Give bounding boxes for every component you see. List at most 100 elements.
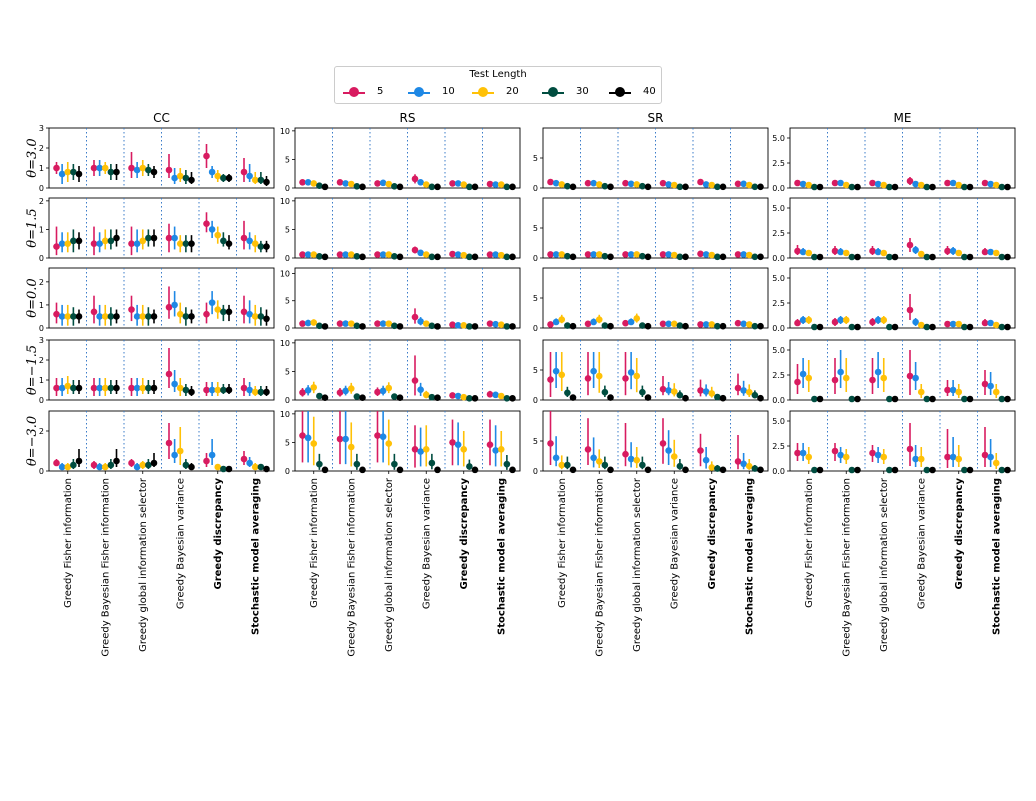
data-point: [449, 321, 456, 329]
data-point: [58, 463, 66, 471]
data-point: [590, 179, 597, 187]
data-point: [225, 174, 233, 182]
data-point: [64, 463, 72, 471]
data-point: [949, 179, 957, 187]
data-point: [917, 181, 925, 189]
data-point: [246, 237, 253, 245]
data-point: [569, 253, 577, 261]
data-point: [906, 445, 914, 453]
data-point: [848, 183, 856, 191]
data-point: [220, 465, 227, 473]
strategy-label: Greedy discrepancy: [954, 478, 965, 590]
data-point: [590, 318, 597, 326]
data-point: [719, 394, 727, 402]
data-point: [966, 466, 974, 474]
data-point: [854, 466, 861, 474]
data-point: [336, 178, 344, 186]
data-point: [854, 323, 861, 331]
strategy-label: Greedy discrepancy: [459, 478, 470, 590]
data-point: [757, 183, 764, 191]
data-point: [411, 445, 419, 453]
y-tick-label: 5: [533, 294, 538, 303]
data-point: [486, 441, 494, 449]
data-point: [644, 253, 652, 261]
data-point: [886, 183, 893, 191]
data-point: [113, 234, 120, 242]
y-tick-label: 0: [285, 254, 290, 263]
y-tick-label: 0.0: [772, 254, 785, 263]
panel: 0 1 2: [39, 267, 275, 333]
data-point: [359, 394, 366, 402]
data-point: [90, 308, 98, 316]
strategy-label: Stochastic model averaging: [250, 478, 261, 635]
data-point: [552, 454, 560, 462]
data-point: [176, 384, 184, 392]
data-point: [434, 466, 441, 474]
data-point: [263, 243, 270, 250]
data-point: [955, 455, 963, 463]
data-point: [64, 313, 72, 320]
panel: 0.0 2.5 5.0: [772, 197, 1016, 263]
row-label: θ=0.0: [25, 278, 40, 317]
data-point: [139, 237, 147, 245]
data-point: [471, 466, 479, 474]
data-point: [869, 449, 876, 457]
data-point: [558, 181, 566, 188]
data-point: [342, 387, 349, 395]
data-point: [220, 308, 227, 316]
data-point: [794, 378, 801, 386]
data-point: [101, 237, 109, 245]
data-point: [757, 253, 764, 261]
data-point: [659, 251, 667, 258]
data-point: [923, 253, 931, 261]
data-point: [590, 251, 597, 258]
data-point: [53, 243, 60, 250]
data-point: [929, 253, 936, 261]
data-point: [590, 454, 597, 462]
data-point: [422, 445, 430, 453]
data-point: [299, 432, 306, 439]
legend-marker: [414, 87, 424, 97]
data-point: [981, 248, 989, 256]
data-point: [639, 322, 646, 329]
data-point: [214, 231, 222, 239]
y-tick-label: 5: [285, 297, 290, 306]
data-point: [955, 181, 963, 189]
data-point: [584, 251, 592, 258]
data-point: [644, 466, 652, 474]
data-point: [1004, 395, 1011, 403]
y-tick-label: 0.0: [772, 324, 785, 333]
data-point: [751, 465, 759, 472]
strategy-label: Stochastic model averaging: [991, 478, 1002, 635]
data-point: [552, 251, 560, 258]
data-point: [923, 395, 931, 403]
data-point: [316, 252, 323, 260]
data-point: [799, 370, 807, 378]
data-point: [411, 377, 419, 384]
data-point: [428, 183, 436, 191]
data-point: [145, 313, 152, 320]
data-point: [379, 251, 387, 258]
data-point: [396, 394, 404, 402]
data-point: [906, 177, 914, 185]
data-point: [837, 451, 844, 459]
data-point: [622, 375, 629, 382]
data-point: [917, 388, 925, 396]
data-point: [880, 181, 888, 189]
data-point: [799, 248, 807, 256]
data-point: [251, 388, 259, 396]
data-point: [552, 367, 560, 375]
data-point: [171, 174, 178, 182]
data-point: [874, 368, 882, 376]
data-point: [171, 301, 178, 309]
data-point: [466, 323, 473, 330]
data-point: [385, 384, 393, 392]
data-point: [113, 457, 120, 465]
data-point: [70, 384, 77, 392]
data-point: [359, 323, 366, 330]
data-point: [171, 380, 178, 388]
data-point: [912, 246, 919, 254]
data-point: [53, 310, 60, 318]
data-point: [225, 308, 233, 316]
data-point: [949, 320, 957, 328]
